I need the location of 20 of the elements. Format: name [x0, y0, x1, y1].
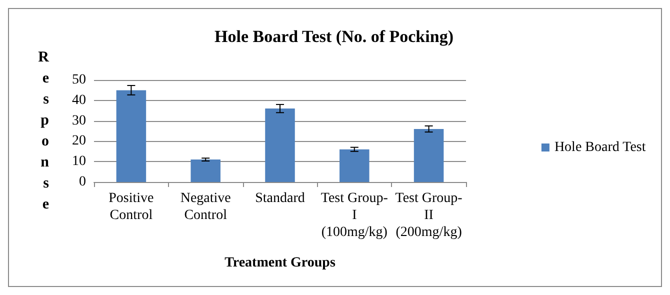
bar — [340, 149, 370, 182]
bar — [116, 90, 146, 182]
bar — [414, 128, 444, 182]
y-tick-label: 40 — [72, 92, 86, 108]
bar — [265, 108, 295, 182]
y-tick-label: 20 — [72, 134, 86, 149]
x-tick-label: Positive Control — [108, 191, 154, 223]
y-tick-label: 30 — [72, 113, 86, 128]
x-tick-label: Test Group- I (100mg/kg) — [320, 191, 388, 240]
y-tick-label: 10 — [72, 154, 86, 170]
chart-title: Hole Board Test (No. of Pocking) — [214, 27, 454, 46]
y-tick-label: 50 — [72, 72, 86, 88]
x-axis-title: Treatment Groups — [224, 256, 336, 270]
x-tick-label: Test Group- II (200mg/kg) — [395, 191, 463, 240]
y-tick-label: 0 — [79, 174, 86, 190]
legend-label: Hole Board Test — [554, 140, 646, 155]
x-tick-label: Standard — [255, 191, 305, 206]
y-axis-title: Response — [38, 50, 50, 212]
bar — [190, 160, 220, 182]
x-tick-label: Negative Control — [180, 191, 231, 223]
